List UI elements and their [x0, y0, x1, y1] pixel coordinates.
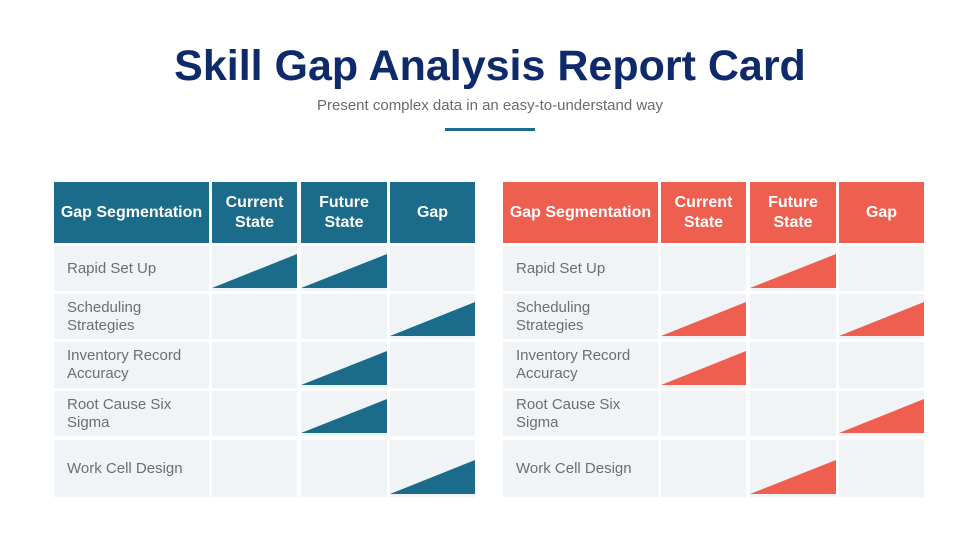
current-cell — [661, 342, 746, 388]
current-cell — [212, 342, 297, 388]
row-label: Root Cause Six Sigma — [54, 391, 209, 436]
current-cell — [661, 391, 746, 436]
page-title: Skill Gap Analysis Report Card — [174, 42, 806, 90]
row-label: Scheduling Strategies — [54, 294, 209, 339]
level-triangle-icon — [839, 399, 924, 433]
gap-cell — [390, 342, 475, 388]
level-triangle-icon — [301, 254, 387, 288]
triangle-mark — [212, 254, 297, 288]
current-cell — [661, 294, 746, 339]
title-divider — [445, 128, 535, 131]
gap-cell — [390, 246, 475, 291]
future-cell — [750, 246, 836, 291]
future-cell — [301, 440, 387, 497]
current-cell — [212, 294, 297, 339]
level-triangle-icon — [301, 399, 387, 433]
row-label: Inventory Record Accuracy — [54, 342, 209, 388]
future-cell — [750, 391, 836, 436]
future-cell — [750, 294, 836, 339]
level-triangle-icon — [750, 254, 836, 288]
column-header: Gap Segmentation — [54, 182, 209, 243]
column-header: Gap Segmentation — [503, 182, 658, 243]
row-label: Work Cell Design — [54, 440, 209, 497]
column-header: Current State — [661, 182, 746, 243]
current-cell — [212, 391, 297, 436]
level-triangle-icon — [301, 351, 387, 385]
current-cell — [661, 440, 746, 497]
row-label: Rapid Set Up — [503, 246, 658, 291]
gap-cell — [839, 294, 924, 339]
future-cell — [301, 246, 387, 291]
row-label: Scheduling Strategies — [503, 294, 658, 339]
triangle-mark — [661, 302, 746, 336]
triangle-mark — [301, 351, 387, 385]
level-triangle-icon — [212, 254, 297, 288]
row-label: Work Cell Design — [503, 440, 658, 497]
gap-cell — [839, 342, 924, 388]
row-label: Inventory Record Accuracy — [503, 342, 658, 388]
gap-cell — [390, 294, 475, 339]
current-cell — [212, 440, 297, 497]
triangle-mark — [661, 351, 746, 385]
triangle-mark — [390, 302, 475, 336]
level-triangle-icon — [750, 460, 836, 494]
row-label: Rapid Set Up — [54, 246, 209, 291]
gap-cell — [839, 246, 924, 291]
future-cell — [750, 440, 836, 497]
column-header: Future State — [301, 182, 387, 243]
level-triangle-icon — [390, 460, 475, 494]
future-cell — [301, 342, 387, 388]
column-header: Gap — [390, 182, 475, 243]
future-cell — [301, 294, 387, 339]
future-cell — [750, 342, 836, 388]
level-triangle-icon — [390, 302, 475, 336]
row-label: Root Cause Six Sigma — [503, 391, 658, 436]
future-cell — [301, 391, 387, 436]
gap-cell — [839, 391, 924, 436]
gap-cell — [390, 440, 475, 497]
triangle-mark — [301, 254, 387, 288]
triangle-mark — [750, 460, 836, 494]
gap-cell — [390, 391, 475, 436]
level-triangle-icon — [661, 302, 746, 336]
triangle-mark — [839, 302, 924, 336]
triangle-mark — [839, 399, 924, 433]
level-triangle-icon — [839, 302, 924, 336]
level-triangle-icon — [661, 351, 746, 385]
current-cell — [661, 246, 746, 291]
triangle-mark — [301, 399, 387, 433]
column-header: Current State — [212, 182, 297, 243]
column-header: Gap — [839, 182, 924, 243]
triangle-mark — [750, 254, 836, 288]
gap-cell — [839, 440, 924, 497]
current-cell — [212, 246, 297, 291]
column-header: Future State — [750, 182, 836, 243]
triangle-mark — [390, 460, 475, 494]
page-subtitle: Present complex data in an easy-to-under… — [316, 97, 664, 114]
